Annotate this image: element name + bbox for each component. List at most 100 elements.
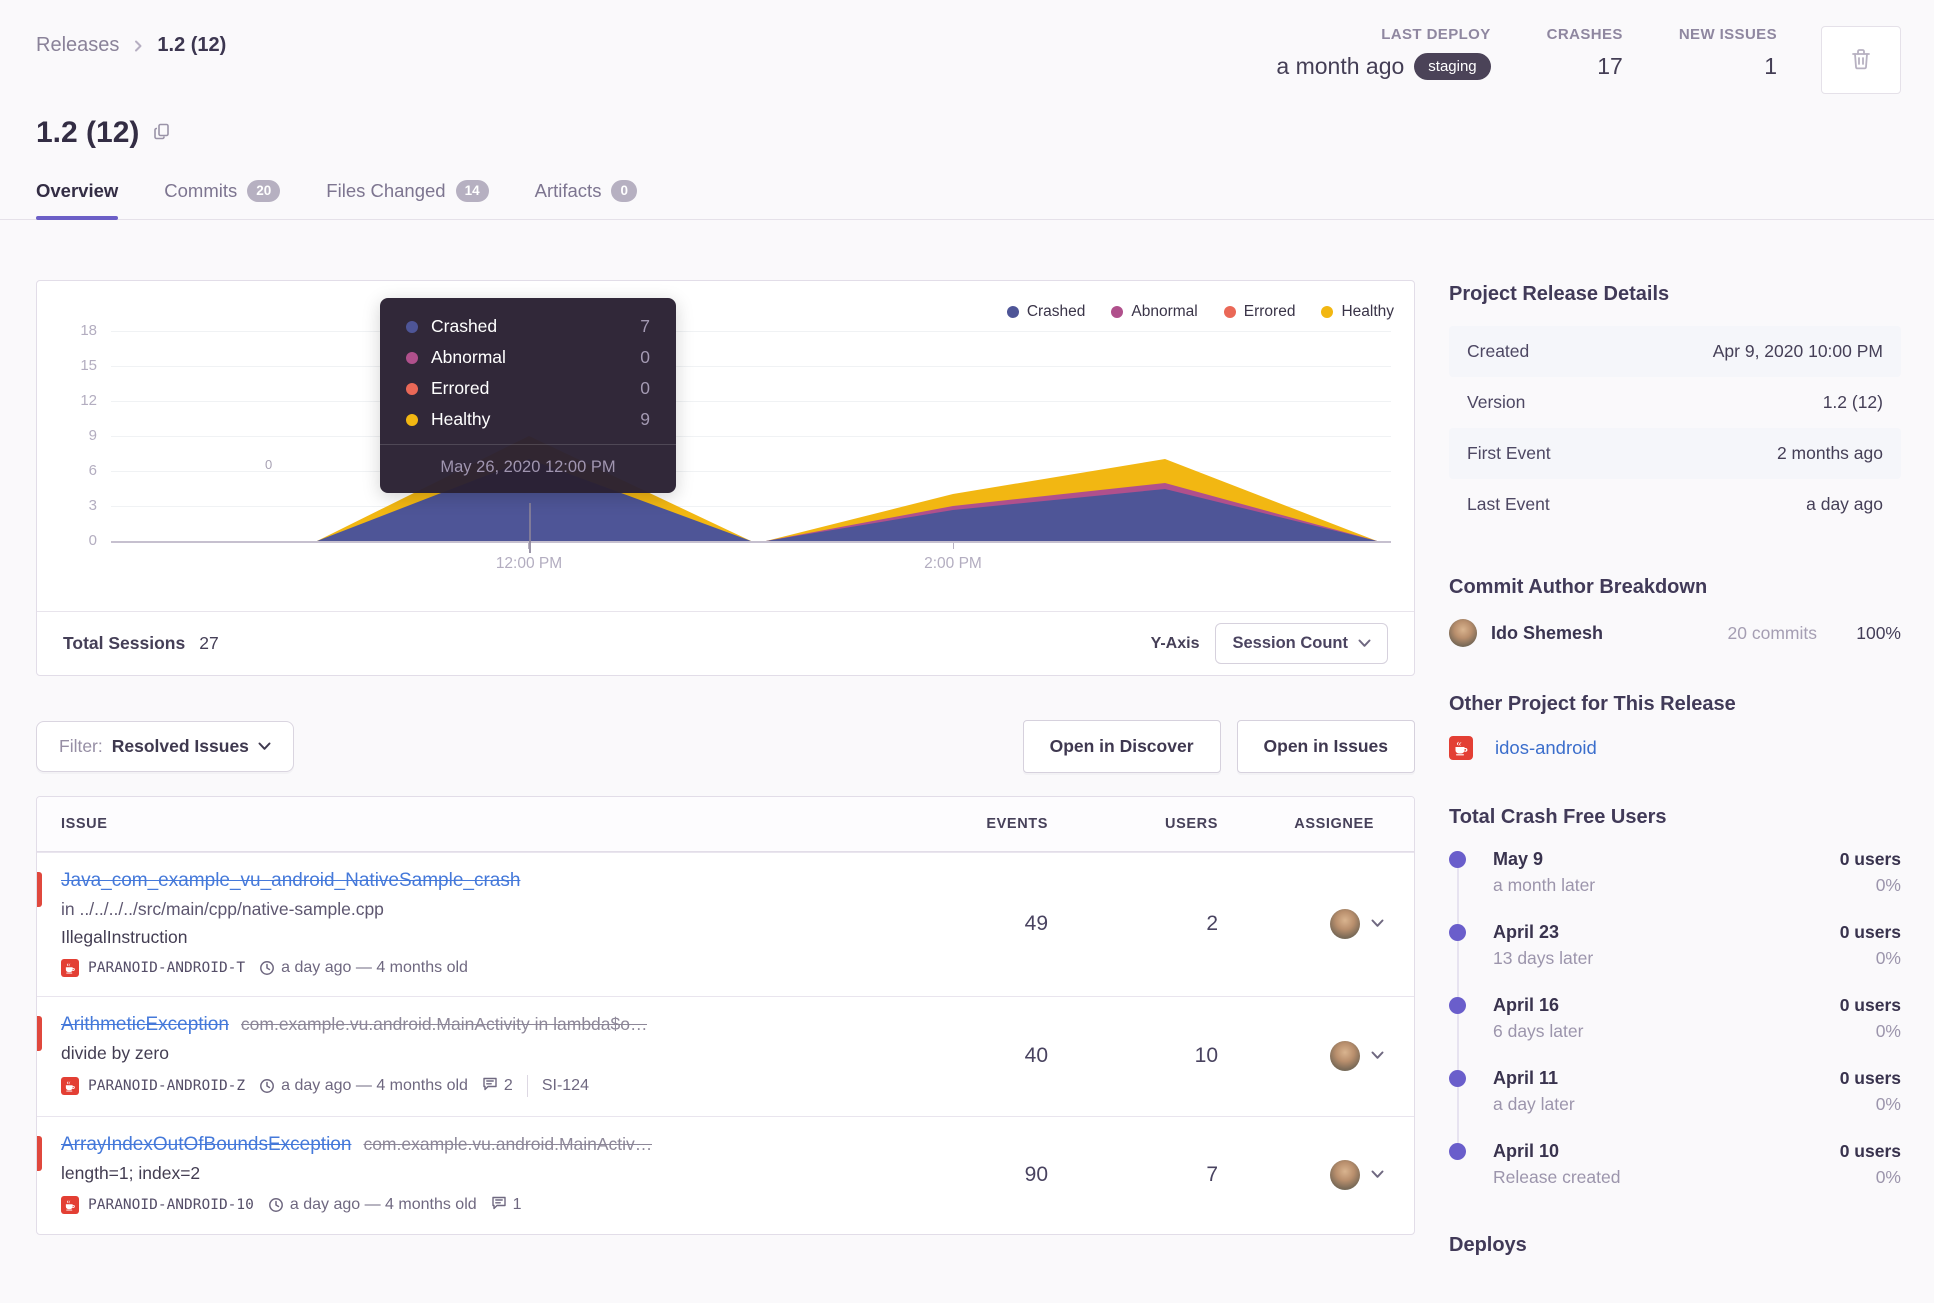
java-platform-icon (61, 959, 79, 977)
stat-crashes: CRASHES 17 (1547, 26, 1623, 80)
issue-age: a day ago — 4 months old (289, 1196, 477, 1213)
deploys-title: Deploys (1449, 1234, 1527, 1256)
sidebar: Project Release Details Created Apr 9, 2… (1449, 280, 1901, 1303)
legend-item-errored[interactable]: Errored (1223, 303, 1296, 321)
filter-value: Resolved Issues (111, 736, 249, 756)
issue-comments[interactable]: 2 (482, 1076, 513, 1096)
detail-label: First Event (1467, 443, 1551, 463)
detail-label: Last Event (1467, 494, 1550, 514)
assignee-selector[interactable] (1244, 1014, 1414, 1097)
assignee-selector[interactable] (1244, 1134, 1414, 1215)
column-header-users: USERS (1165, 816, 1218, 832)
timeline-percent: 0% (1875, 948, 1901, 968)
delete-release-button[interactable] (1821, 26, 1901, 94)
tooltip-healthy-label: Healthy (431, 409, 491, 429)
author-percent: 100% (1856, 622, 1901, 643)
copy-version-button[interactable] (153, 122, 172, 144)
comment-count: 1 (512, 1196, 522, 1213)
tab-overview[interactable]: Overview (36, 180, 119, 220)
gridline (111, 471, 1391, 472)
timeline-date: April 11 (1493, 1068, 1559, 1088)
crashed-area-2 (766, 489, 1377, 541)
clock-icon (259, 960, 275, 976)
issues-filter-dropdown[interactable]: Filter: Resolved Issues (36, 721, 294, 772)
column-header-issue: ISSUE (61, 816, 108, 832)
filter-label: Filter: (59, 736, 103, 756)
issue-row: ArrayIndexOutOfBoundsException com.examp… (37, 1116, 1414, 1234)
chart-tooltip: Crashed 7 Abnormal 0 Errored 0 (380, 298, 676, 493)
chevron-down-icon (1371, 1170, 1384, 1179)
y-tick-label: 9 (88, 427, 97, 444)
tab-files-changed[interactable]: Files Changed 14 (326, 180, 489, 219)
gridline (111, 506, 1391, 507)
new-issues-label: NEW ISSUES (1678, 26, 1777, 43)
tabs-bar: Overview Commits 20 Files Changed 14 Art… (0, 180, 1934, 220)
sessions-chart[interactable]: 18 15 12 9 6 3 0 0 (37, 281, 1414, 611)
legend-item-healthy[interactable]: Healthy (1321, 303, 1394, 321)
open-in-issues-button[interactable]: Open in Issues (1236, 720, 1415, 773)
timeline-subtitle: Release created (1493, 1167, 1621, 1187)
page-title: 1.2 (12) (36, 116, 140, 149)
legend-item-crashed[interactable]: Crashed (1006, 303, 1086, 321)
files-changed-count-badge: 14 (455, 180, 489, 202)
tooltip-errored-label: Errored (431, 378, 490, 398)
detail-row-first-event: First Event 2 months ago (1449, 428, 1901, 479)
timeline-dot-icon (1449, 997, 1466, 1014)
tab-artifacts[interactable]: Artifacts 0 (535, 180, 637, 219)
timeline-dot-icon (1449, 1143, 1466, 1160)
release-stats: LAST DEPLOY a month ago staging CRASHES … (1276, 26, 1901, 94)
gridline (111, 401, 1391, 402)
comment-count: 2 (503, 1077, 513, 1094)
timeline-date: May 9 (1493, 849, 1544, 869)
commits-count-badge: 20 (247, 180, 281, 202)
other-project-link[interactable]: idos-android (1495, 737, 1597, 758)
gridline (111, 331, 1391, 332)
timeline-users: 0 users (1839, 1141, 1901, 1161)
legend-item-abnormal[interactable]: Abnormal (1111, 303, 1198, 321)
detail-label: Created (1467, 341, 1530, 361)
hover-axis-pointer (529, 503, 531, 553)
error-level-indicator (37, 1136, 42, 1171)
legend-abnormal-label: Abnormal (1131, 303, 1198, 320)
crashed-dot-icon (406, 320, 418, 333)
other-project-row: idos-android (1449, 736, 1901, 760)
assignee-selector[interactable] (1244, 870, 1414, 977)
issue-title-link[interactable]: ArithmeticException (61, 1014, 229, 1035)
issue-message: length=1; index=2 (61, 1163, 201, 1183)
issue-tracker-id[interactable]: SI-124 (541, 1077, 589, 1094)
timeline-dot-icon (1449, 1070, 1466, 1087)
area-series (317, 436, 1377, 541)
section-commit-authors: Commit Author Breakdown Ido Shemesh 20 c… (1449, 576, 1901, 647)
zero-data-label: 0 (265, 457, 273, 472)
legend-errored-label: Errored (1243, 303, 1296, 320)
avatar (1449, 619, 1477, 647)
issue-comments[interactable]: 1 (491, 1195, 522, 1215)
breadcrumb-releases-link[interactable]: Releases (36, 34, 120, 56)
tab-commits[interactable]: Commits 20 (164, 180, 281, 219)
timeline-dot-icon (1449, 924, 1466, 941)
tab-artifacts-label: Artifacts (534, 180, 602, 201)
release-details-title: Project Release Details (1449, 283, 1670, 305)
issue-title-link[interactable]: Java_com_example_vu_android_NativeSample… (61, 870, 521, 891)
abnormal-dot-icon (406, 351, 418, 364)
breadcrumb: Releases 1.2 (12) (36, 34, 226, 57)
issue-culprit-inline: com.example.vu.android.MainActivity in l… (240, 1014, 648, 1034)
detail-label: Version (1467, 392, 1526, 412)
open-in-discover-button[interactable]: Open in Discover (1022, 720, 1221, 773)
sessions-chart-card: 18 15 12 9 6 3 0 0 (36, 280, 1415, 676)
legend-crashed-label: Crashed (1026, 303, 1086, 320)
clock-icon (259, 1078, 275, 1094)
issue-title-link[interactable]: ArrayIndexOutOfBoundsException (61, 1134, 352, 1155)
author-commit-count: 20 commits (1727, 622, 1817, 643)
yaxis-select[interactable]: Session Count (1215, 623, 1388, 664)
last-deploy-label: LAST DEPLOY (1381, 26, 1491, 43)
timeline-subtitle: a month later (1493, 875, 1596, 895)
gridline (111, 436, 1391, 437)
tab-commits-label: Commits (164, 180, 238, 201)
issue-events-count: 90 (1024, 1162, 1048, 1186)
issue-row: Java_com_example_vu_android_NativeSample… (37, 852, 1414, 996)
breadcrumb-current: 1.2 (12) (157, 34, 227, 56)
y-tick-label: 6 (88, 462, 97, 479)
chevron-down-icon (1371, 919, 1384, 928)
